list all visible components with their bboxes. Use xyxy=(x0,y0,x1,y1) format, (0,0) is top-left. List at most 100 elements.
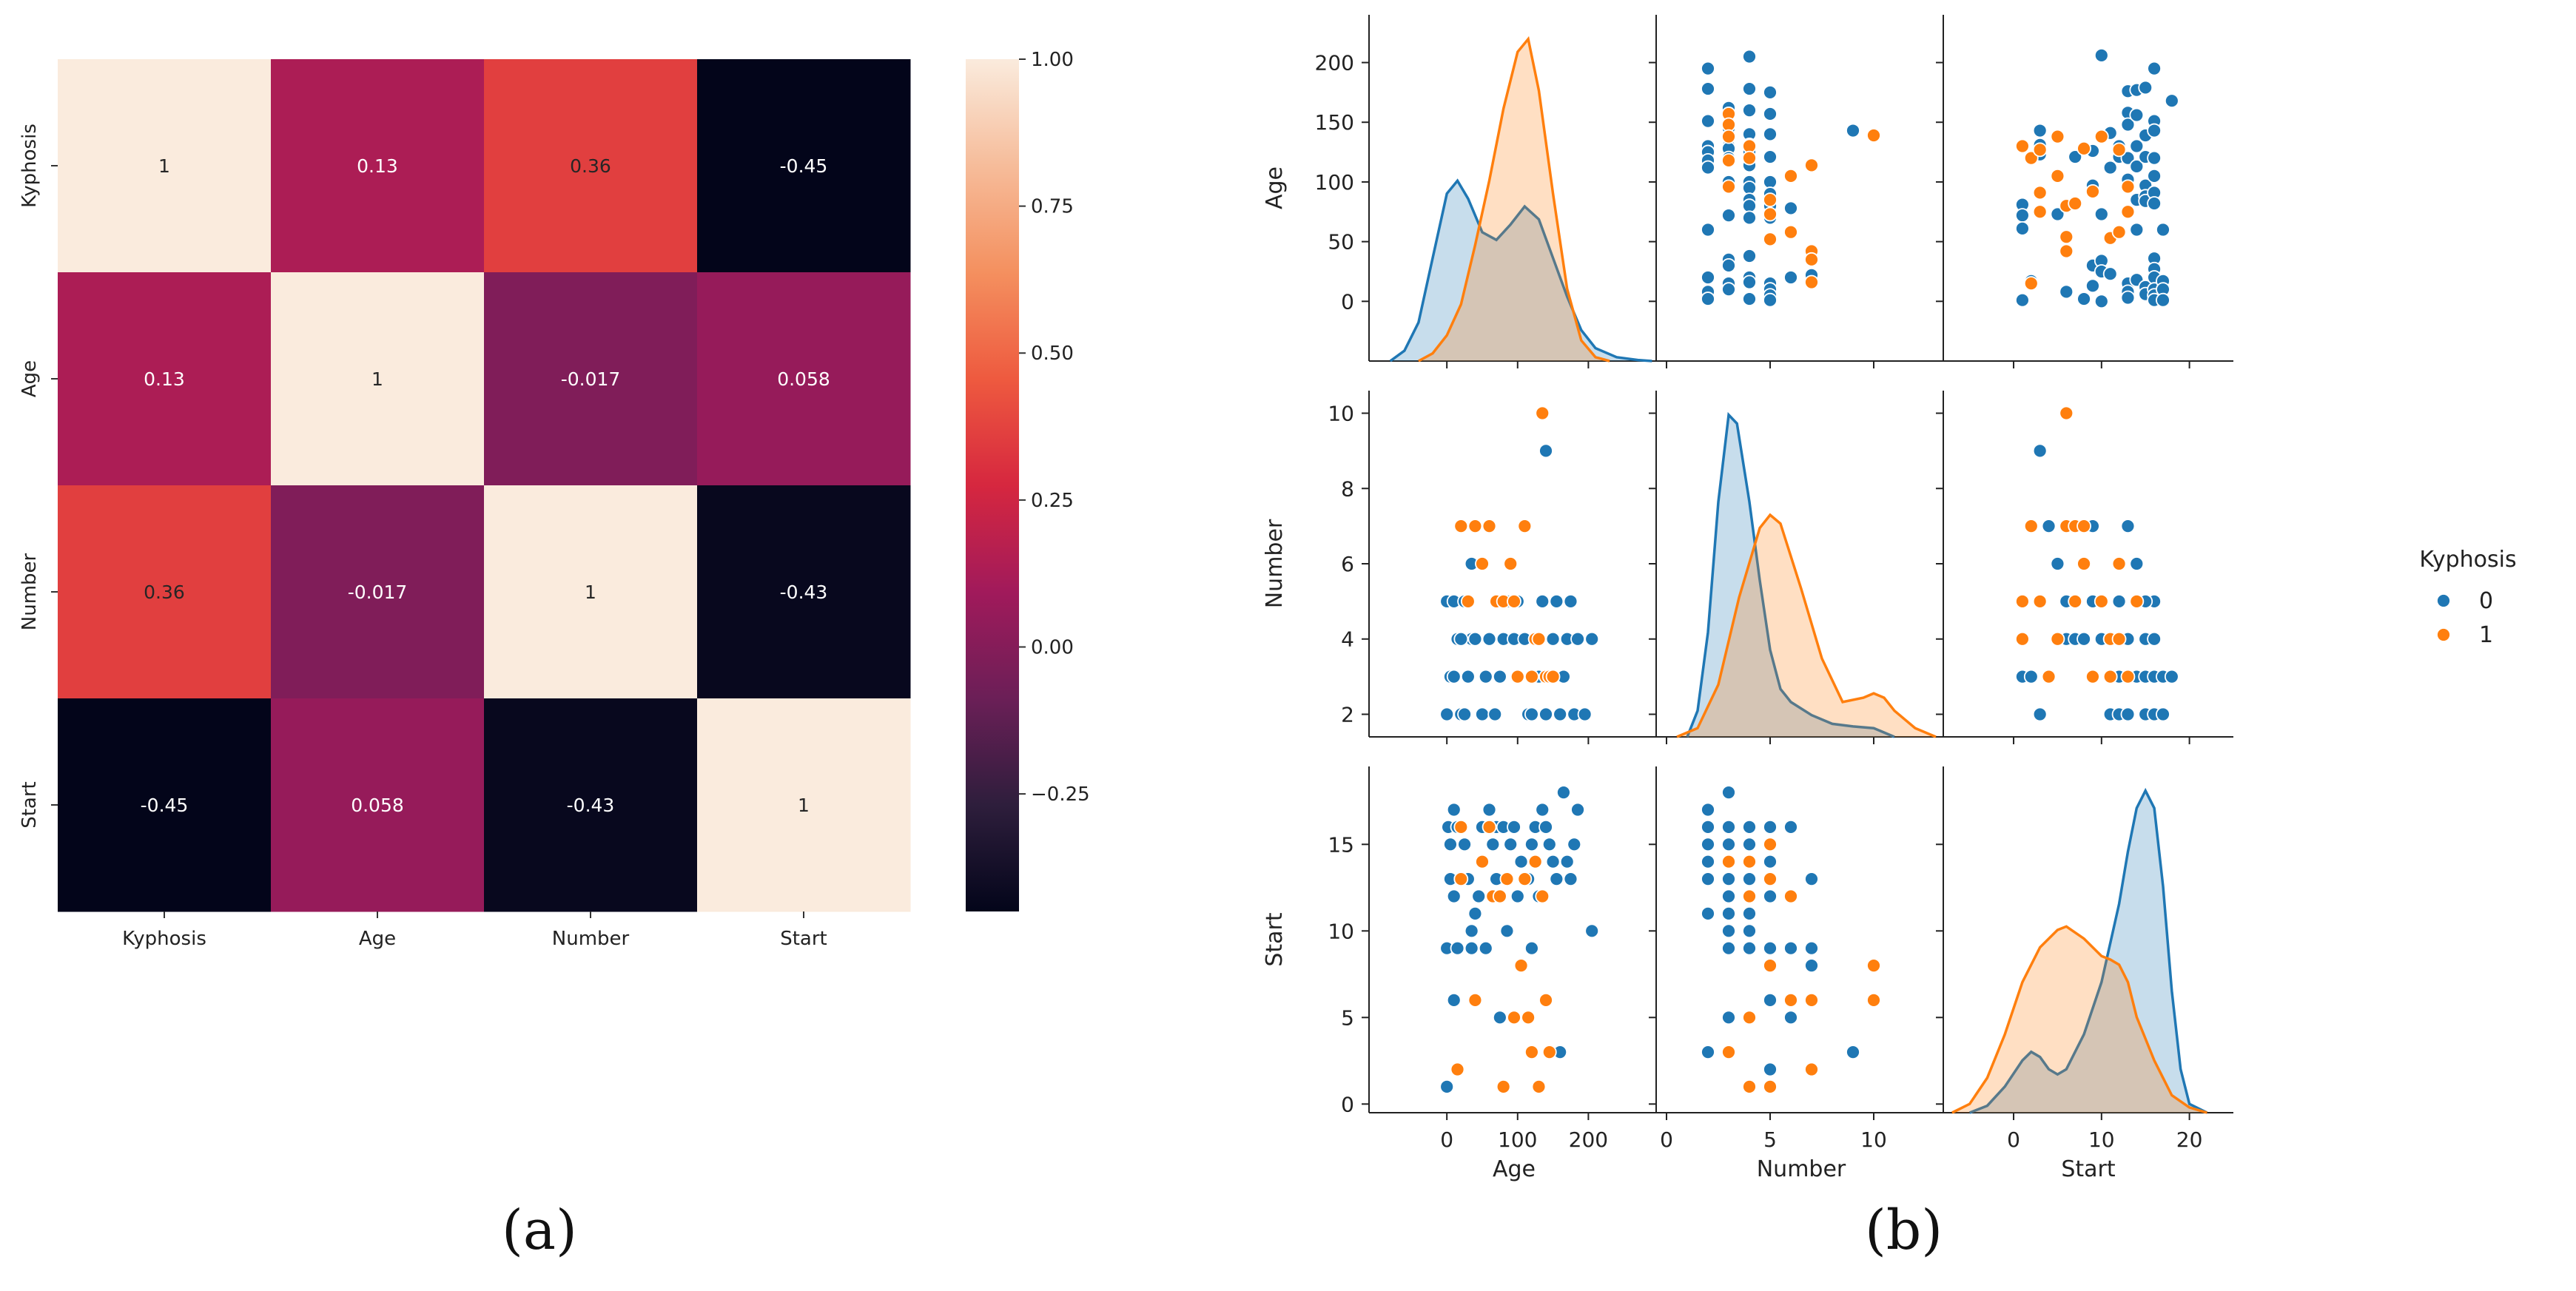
scatter-point-kyphosis-0 xyxy=(2120,117,2136,132)
density-curve-kyphosis-0 xyxy=(1686,411,1895,738)
scatter-point-kyphosis-1 xyxy=(1721,854,1736,869)
scatter-point-kyphosis-1 xyxy=(1783,993,1798,1008)
scatter-point-kyphosis-1 xyxy=(2111,142,2127,158)
scatter-point-kyphosis-1 xyxy=(1763,872,1778,886)
scatter-point-kyphosis-0 xyxy=(1524,837,1539,852)
scatter-point-kyphosis-1 xyxy=(2111,556,2127,571)
scatter-point-kyphosis-0 xyxy=(2147,631,2162,647)
scatter-point-kyphosis-1 xyxy=(1783,889,1798,904)
heatmap-cell-label: -0.017 xyxy=(348,582,408,603)
scatter-point-kyphosis-0 xyxy=(1701,291,1715,306)
heatmap-cell xyxy=(484,59,698,273)
scatter-point-kyphosis-0 xyxy=(1482,802,1497,818)
scatter-point-kyphosis-0 xyxy=(1487,707,1503,722)
scatter-point-kyphosis-1 xyxy=(2059,229,2074,245)
scatter-point-kyphosis-0 xyxy=(1783,1010,1798,1025)
x-tick-label: 20 xyxy=(2176,1127,2203,1152)
scatter-point-kyphosis-0 xyxy=(1721,889,1736,904)
scatter-point-kyphosis-0 xyxy=(2050,206,2065,222)
scatter-point-kyphosis-1 xyxy=(2015,593,2030,609)
scatter-point-kyphosis-0 xyxy=(1492,669,1507,684)
scatter-point-kyphosis-1 xyxy=(1453,519,1469,534)
scatter-point-kyphosis-1 xyxy=(2094,129,2109,144)
scatter-point-kyphosis-0 xyxy=(1701,872,1715,886)
scatter-point-kyphosis-0 xyxy=(2059,284,2074,300)
x-tick-label: 0 xyxy=(1660,1127,1673,1152)
scatter-point-kyphosis-0 xyxy=(2129,556,2145,571)
scatter-point-kyphosis-0 xyxy=(1570,631,1585,647)
scatter-point-kyphosis-0 xyxy=(2032,707,2048,722)
heatmap-cell-label: -0.45 xyxy=(141,795,189,816)
scatter-point-kyphosis-0 xyxy=(1763,854,1778,869)
scatter-point-kyphosis-0 xyxy=(2015,220,2030,236)
scatter-point-kyphosis-1 xyxy=(1453,872,1469,886)
heatmap-cell xyxy=(58,59,272,273)
scatter-point-kyphosis-1 xyxy=(1763,232,1778,247)
scatter-point-kyphosis-0 xyxy=(1742,274,1757,290)
scatter-point-kyphosis-1 xyxy=(1742,1079,1757,1094)
scatter-point-kyphosis-1 xyxy=(2120,204,2136,220)
scatter-point-kyphosis-0 xyxy=(1457,707,1472,722)
scatter-point-kyphosis-1 xyxy=(2076,519,2091,534)
scatter-point-kyphosis-1 xyxy=(2023,150,2039,166)
y-tick-label: 10 xyxy=(1328,402,1354,426)
scatter-point-kyphosis-1 xyxy=(2094,593,2109,609)
scatter-point-kyphosis-0 xyxy=(1457,837,1472,852)
scatter-point-kyphosis-1 xyxy=(1507,1010,1521,1025)
scatter-point-kyphosis-0 xyxy=(1570,802,1585,818)
scatter-point-kyphosis-1 xyxy=(1521,1010,1536,1025)
scatter-point-kyphosis-0 xyxy=(1721,282,1736,297)
y-tick-label: 5 xyxy=(1341,1005,1354,1030)
y-tick-label: 200 xyxy=(1315,51,1354,75)
heatmap-cell-label: 1 xyxy=(158,155,170,177)
colorbar-tick-label: 1.00 xyxy=(1031,49,1074,71)
heatmap-cell-label: 0.058 xyxy=(351,795,404,816)
scatter-point-kyphosis-1 xyxy=(1763,837,1778,852)
scatter-point-kyphosis-0 xyxy=(1742,837,1757,852)
scatter-point-kyphosis-1 xyxy=(2015,138,2030,154)
x-tick-label: 100 xyxy=(1498,1127,1537,1152)
scatter-point-kyphosis-1 xyxy=(1763,206,1778,222)
scatter-point-kyphosis-0 xyxy=(2164,669,2179,684)
heatmap-cell-label: -0.43 xyxy=(780,582,828,603)
scatter-point-kyphosis-1 xyxy=(2076,556,2091,571)
y-tick-label: 6 xyxy=(1341,552,1354,576)
scatter-point-kyphosis-0 xyxy=(1535,593,1550,609)
scatter-point-kyphosis-0 xyxy=(1464,940,1479,956)
y-tick-label: 8 xyxy=(1341,476,1354,501)
scatter-point-kyphosis-1 xyxy=(1763,958,1778,973)
y-tick-label: 100 xyxy=(1315,170,1354,195)
scatter-point-kyphosis-1 xyxy=(1499,872,1515,886)
scatter-point-kyphosis-0 xyxy=(2032,443,2048,459)
scatter-point-kyphosis-0 xyxy=(2015,292,2030,308)
scatter-point-kyphosis-0 xyxy=(1513,854,1529,869)
heatmap-cell-label: 0.36 xyxy=(144,582,185,603)
scatter-point-kyphosis-1 xyxy=(1517,872,1533,886)
scatter-point-kyphosis-0 xyxy=(1467,631,1483,647)
scatter-point-kyphosis-0 xyxy=(1464,923,1479,939)
scatter-point-kyphosis-0 xyxy=(1783,940,1798,956)
heatmap-cell-label: 1 xyxy=(798,795,810,816)
scatter-point-kyphosis-1 xyxy=(2120,669,2136,684)
scatter-point-kyphosis-0 xyxy=(1742,906,1757,921)
scatter-point-kyphosis-1 xyxy=(1482,519,1497,534)
scatter-point-kyphosis-0 xyxy=(1721,923,1736,939)
scatter-point-kyphosis-1 xyxy=(1763,192,1778,208)
scatter-point-kyphosis-1 xyxy=(1804,158,1819,173)
scatter-point-kyphosis-0 xyxy=(1446,802,1462,818)
scatter-point-kyphosis-0 xyxy=(1701,113,1715,129)
scatter-point-kyphosis-1 xyxy=(1742,1010,1757,1025)
scatter-point-kyphosis-0 xyxy=(1846,1045,1860,1059)
heatmap-cell xyxy=(484,272,698,486)
scatter-point-kyphosis-0 xyxy=(2076,291,2091,306)
scatter-point-kyphosis-1 xyxy=(1545,669,1561,684)
heatmap-cell xyxy=(697,272,911,486)
scatter-point-kyphosis-0 xyxy=(1538,820,1553,835)
scatter-point-kyphosis-0 xyxy=(1446,993,1462,1008)
scatter-point-kyphosis-1 xyxy=(1541,1045,1557,1059)
y-tick-label: Number xyxy=(19,553,41,630)
scatter-point-kyphosis-0 xyxy=(1721,940,1736,956)
scatter-point-kyphosis-1 xyxy=(1517,519,1533,534)
colorbar-tick-label: −0.25 xyxy=(1031,783,1090,806)
scatter-point-kyphosis-0 xyxy=(1549,872,1564,886)
